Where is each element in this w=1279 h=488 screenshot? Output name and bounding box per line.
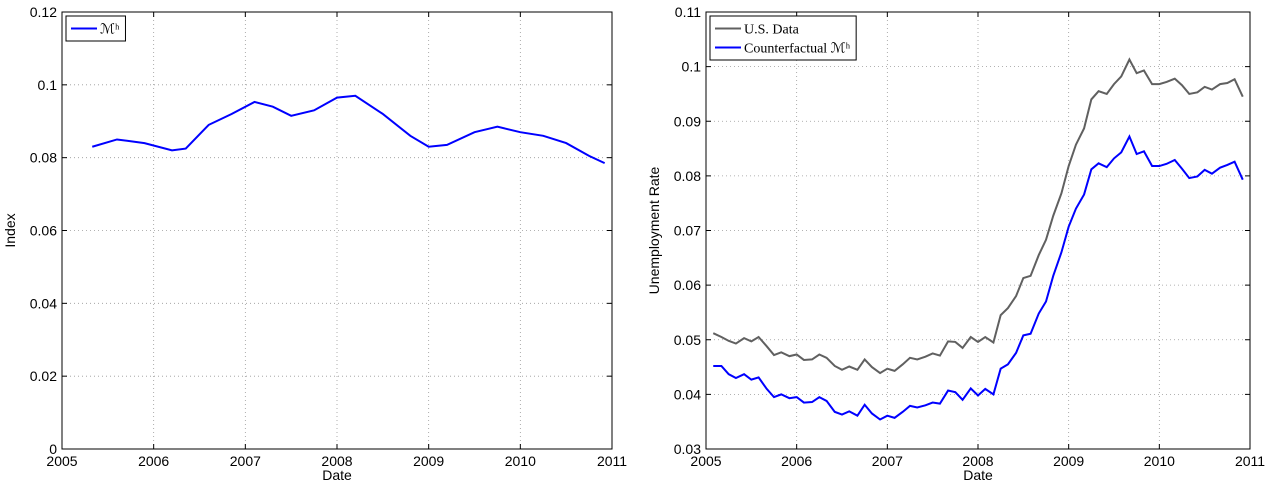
y-tick-label: 0.05 [674, 332, 701, 348]
y-tick-label: 0.04 [674, 386, 701, 402]
x-tick-label: 2007 [872, 453, 903, 469]
x-axis-label: Date [963, 467, 993, 483]
x-tick-label: 2009 [413, 453, 444, 469]
y-tick-label: 0.1 [682, 59, 702, 75]
y-tick-label: 0.02 [30, 368, 57, 384]
plot-frame [705, 11, 1251, 450]
plot-frame [61, 11, 613, 450]
y-axis-label: Index [2, 213, 18, 247]
x-tick-label: 2008 [962, 453, 993, 469]
y-tick-label: 0 [49, 441, 57, 457]
x-tick-label: 2008 [321, 453, 352, 469]
y-tick-label: 0.09 [674, 113, 701, 129]
legend-label: Counterfactual ℳʰ [744, 42, 851, 57]
x-tick-label: 2005 [46, 453, 77, 469]
x-tick-label: 2007 [230, 453, 261, 469]
plot-area [62, 12, 612, 449]
x-tick-label: 2006 [781, 453, 812, 469]
y-axis-label: Unemployment Rate [646, 166, 662, 294]
legend: U.S. Data Counterfactual ℳʰ [709, 15, 857, 61]
x-tick-label: 2010 [505, 453, 536, 469]
legend-label: ℳʰ [100, 23, 120, 38]
legend-label: U.S. Data [744, 23, 800, 38]
data-line [712, 57, 1244, 375]
y-tick-label: 0.12 [30, 4, 57, 20]
y-tick-label: 0.1 [38, 77, 58, 93]
y-tick-label: 0.03 [674, 441, 701, 457]
legend-box [709, 15, 857, 61]
y-tick-label: 0.11 [675, 4, 701, 20]
x-tick-label: 2009 [1053, 453, 1084, 469]
y-tick-label: 0.07 [674, 223, 701, 239]
x-tick-label: 2006 [138, 453, 169, 469]
y-tick-label: 0.04 [30, 295, 57, 311]
y-tick-label: 0.06 [30, 223, 57, 239]
x-axis-label: Date [322, 467, 352, 483]
data-line [713, 134, 1244, 421]
y-tick-label: 0.06 [674, 277, 701, 293]
x-tick-label: 2010 [1144, 453, 1175, 469]
x-tick-label: 2011 [1235, 453, 1265, 469]
x-tick-label: 2005 [690, 453, 721, 469]
legend: ℳʰ [65, 15, 126, 42]
y-tick-label: 0.08 [30, 150, 57, 166]
data-line [91, 94, 606, 165]
x-tick-label: 2011 [597, 453, 627, 469]
y-tick-label: 0.08 [674, 168, 701, 184]
